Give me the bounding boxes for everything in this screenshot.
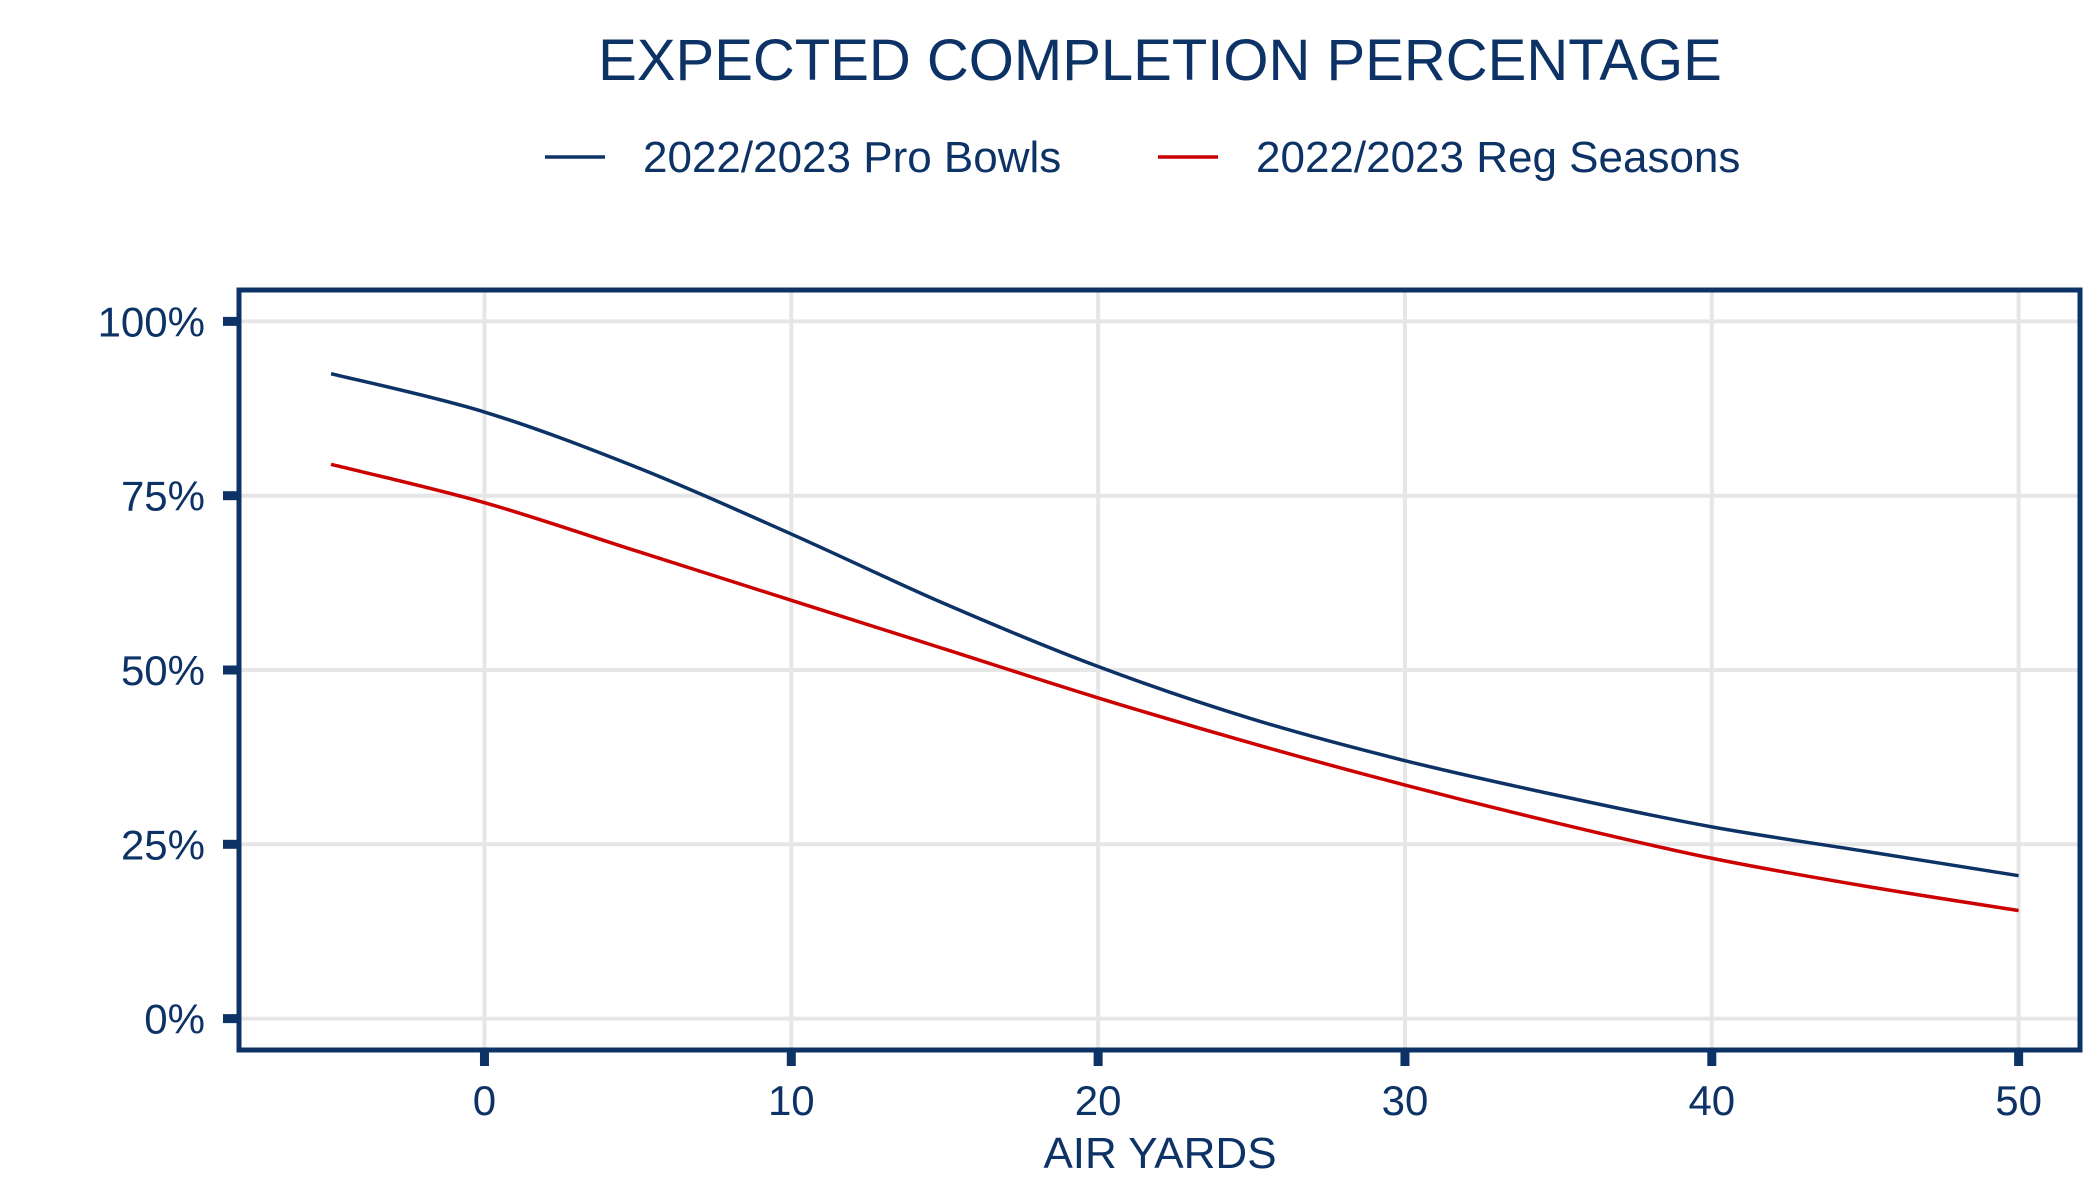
legend-item-reg-seasons: 2022/2023 Reg Seasons bbox=[1158, 133, 1740, 182]
series-lines bbox=[330, 371, 2019, 913]
x-axis-title: AIR YARDS bbox=[1043, 1129, 1276, 1178]
legend: 2022/2023 Pro Bowls 2022/2023 Reg Season… bbox=[545, 133, 1740, 182]
y-tick-label: 100% bbox=[98, 298, 205, 345]
x-tick-label: 30 bbox=[1382, 1077, 1429, 1124]
x-tick-label: 50 bbox=[1995, 1077, 2042, 1124]
y-tick-label: 75% bbox=[121, 473, 205, 520]
chart-title: EXPECTED COMPLETION PERCENTAGE bbox=[598, 28, 1722, 93]
legend-label-pro-bowls: 2022/2023 Pro Bowls bbox=[643, 133, 1061, 182]
grid bbox=[239, 290, 2080, 1050]
series-line-pro-bowls bbox=[330, 371, 2019, 878]
x-tick-label: 0 bbox=[473, 1077, 496, 1124]
y-tick-label: 25% bbox=[121, 821, 205, 868]
axes: 0% 25% 50% 75% 100% 0 10 20 30 40 50 bbox=[98, 298, 2042, 1124]
legend-label-reg-seasons: 2022/2023 Reg Seasons bbox=[1256, 133, 1740, 182]
y-tick-label: 0% bbox=[144, 996, 205, 1043]
y-tick-label: 50% bbox=[121, 647, 205, 694]
series-line-reg-seasons bbox=[330, 462, 2019, 913]
x-tick-label: 10 bbox=[768, 1077, 815, 1124]
x-tick-label: 20 bbox=[1075, 1077, 1122, 1124]
x-tick-label: 40 bbox=[1688, 1077, 1735, 1124]
legend-item-pro-bowls: 2022/2023 Pro Bowls bbox=[545, 133, 1061, 182]
